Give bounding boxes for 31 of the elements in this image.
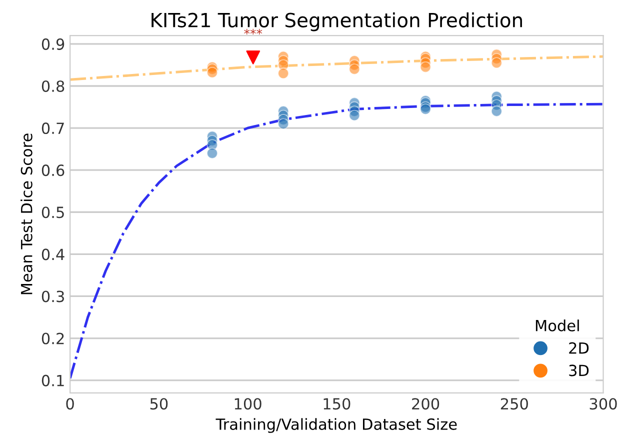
x-tick-label: 100 — [234, 398, 262, 410]
x-tick-label: 50 — [150, 398, 168, 410]
point — [278, 118, 289, 130]
y-tick-label: 0.1 — [42, 374, 64, 386]
point — [348, 110, 360, 121]
point — [206, 148, 218, 159]
y-tick-label: 0.8 — [42, 80, 64, 92]
y-tick-label: 0.7 — [42, 122, 64, 134]
point — [420, 104, 432, 115]
point — [491, 106, 502, 117]
legend-label: 2D — [569, 342, 589, 354]
y-tick-label: 0.2 — [42, 332, 64, 344]
x-tick-label: 300 — [590, 398, 617, 410]
y-tick-label: 0.4 — [42, 248, 64, 260]
point — [206, 66, 218, 78]
point — [278, 68, 289, 79]
point — [348, 64, 360, 75]
legend-title: Model — [536, 320, 579, 332]
y-axis-title: Mean Test Dice Score — [20, 134, 32, 294]
point — [491, 57, 502, 68]
x-tick-label: 150 — [324, 398, 350, 410]
y-tick-label: 0.5 — [42, 206, 64, 218]
x-axis-title: Training/Validation Dataset Size — [216, 418, 457, 433]
y-tick-label: 0.3 — [42, 290, 64, 302]
x-tick-label: 250 — [500, 398, 528, 410]
y-tick-label: 0.6 — [42, 164, 64, 176]
x-tick-label: 200 — [412, 398, 440, 410]
y-tick-label: 0.9 — [42, 38, 64, 50]
legend-label: 3D — [569, 364, 589, 376]
point — [420, 61, 432, 73]
x-tick-label: 0 — [66, 398, 74, 410]
